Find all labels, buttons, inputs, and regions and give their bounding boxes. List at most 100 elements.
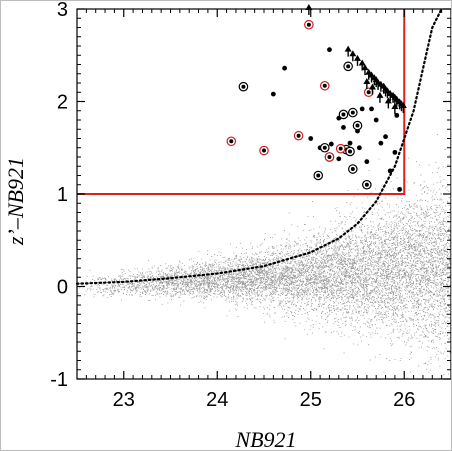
ring-point — [348, 164, 358, 174]
limit-arrow-point — [363, 78, 371, 89]
x-tick-label: 25 — [300, 389, 322, 411]
detected-point — [378, 140, 384, 146]
arrow-head — [393, 95, 401, 102]
ring-center — [296, 133, 301, 138]
detected-point — [394, 112, 400, 118]
detected-point — [387, 168, 393, 174]
y-tick-label: 0 — [57, 277, 68, 299]
arrow-head — [391, 102, 399, 109]
arrow-head — [383, 87, 391, 94]
red-ring-point — [324, 152, 335, 162]
limit-arrow-point — [368, 71, 376, 83]
y-tick-label: 3 — [57, 1, 68, 21]
detected-point — [341, 125, 346, 130]
ring-center — [306, 22, 311, 27]
limit-curve — [75, 7, 443, 285]
red-ring-point — [226, 136, 237, 147]
detected-point — [328, 141, 334, 147]
ring-center — [348, 149, 353, 154]
ring-point — [348, 107, 358, 118]
ring-center — [322, 83, 327, 88]
ring-point — [238, 81, 249, 92]
limit-arrow-point — [383, 87, 391, 99]
ring-center — [327, 155, 332, 159]
ring-center — [322, 145, 327, 150]
selection-box-layer — [77, 9, 406, 195]
ring-center — [350, 167, 355, 172]
ring-center — [229, 139, 234, 144]
y-axis-title: z’–NB921 — [3, 157, 28, 246]
arrow-head — [361, 64, 369, 71]
arrow-head — [358, 59, 366, 66]
detected-point — [397, 186, 402, 192]
y-tick-label: 1 — [57, 184, 68, 206]
ring-center — [341, 112, 346, 117]
limit-curve-layer — [75, 7, 443, 285]
limit-arrow-point — [361, 64, 369, 76]
limit-arrow-point — [393, 95, 401, 107]
red-ring-point — [259, 145, 269, 156]
red-ring-point — [319, 80, 330, 91]
detected-point — [327, 47, 332, 53]
ring-center — [364, 182, 369, 187]
ring-center — [338, 146, 343, 151]
arrow-head — [349, 50, 357, 57]
detected-point — [383, 134, 388, 140]
detected-point — [308, 136, 314, 141]
arrow-head — [365, 68, 373, 75]
limit-arrow-point — [344, 45, 352, 57]
arrow-head — [354, 54, 361, 61]
detected-point — [282, 65, 287, 71]
ring-center — [262, 148, 266, 153]
y-tick-label: -1 — [50, 369, 68, 391]
ring-center — [316, 173, 321, 178]
limit-arrow-point — [349, 50, 357, 62]
ring-point — [343, 61, 353, 72]
red-ring-point — [335, 143, 346, 154]
ring-point — [345, 146, 355, 157]
limit-arrow-point — [391, 102, 399, 114]
ring-center — [350, 110, 355, 115]
x-axis-title: NB921 — [234, 427, 296, 450]
ring-point — [352, 120, 363, 131]
limit-arrow-point — [365, 68, 373, 80]
detected-point — [364, 159, 370, 165]
arrow-head — [384, 97, 392, 104]
arrow-head — [368, 83, 376, 90]
detected-point — [336, 156, 342, 162]
arrow-head — [399, 102, 407, 109]
red-ring-point — [293, 130, 304, 141]
limit-arrow-point — [376, 91, 384, 103]
ring-center — [355, 123, 360, 128]
ring-point — [313, 170, 324, 181]
ring-point — [362, 179, 372, 190]
arrow-head — [368, 71, 376, 78]
limit-arrow-point — [399, 102, 407, 114]
limit-arrow-point — [368, 83, 376, 95]
red-ring-point — [304, 19, 314, 30]
limit-arrow-point — [384, 97, 392, 109]
ring-center — [366, 90, 371, 95]
ring-center — [346, 64, 351, 69]
detected-point — [356, 145, 362, 151]
detected-point — [347, 140, 353, 146]
detected-point — [373, 117, 379, 123]
detected-point — [392, 149, 398, 155]
selection-box — [77, 9, 406, 195]
arrow-head — [376, 91, 384, 98]
detected-point — [369, 106, 374, 112]
y-tick-label: 2 — [57, 92, 68, 114]
arrow-head — [344, 45, 352, 52]
detected-point — [270, 91, 276, 97]
ring-point — [319, 142, 330, 153]
limit-arrow-point — [354, 54, 361, 66]
ring-center — [241, 84, 246, 89]
x-tick-label: 26 — [393, 389, 415, 411]
background-point-cloud — [78, 134, 451, 380]
marker-layer — [226, 4, 407, 192]
background-points — [78, 134, 451, 380]
x-tick-label: 24 — [206, 389, 228, 411]
